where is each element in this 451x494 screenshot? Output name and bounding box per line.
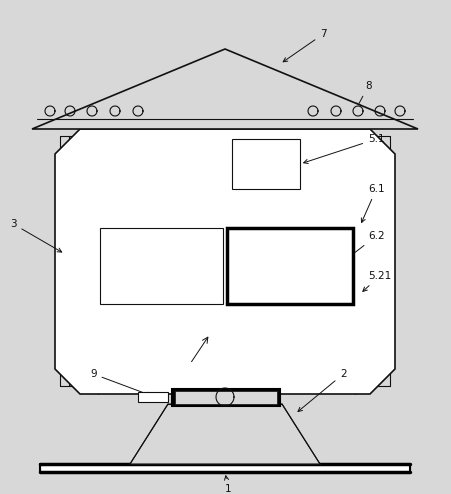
Bar: [232, 139, 300, 189]
Text: 6.1: 6.1: [361, 184, 385, 222]
Text: 6.2: 6.2: [343, 231, 385, 262]
Text: 9: 9: [90, 369, 152, 396]
Polygon shape: [32, 49, 418, 129]
Bar: [175, 391, 277, 404]
Text: 5.21: 5.21: [363, 271, 391, 291]
Bar: [138, 392, 168, 402]
Polygon shape: [55, 129, 395, 394]
Bar: [100, 228, 223, 304]
Text: 8: 8: [357, 81, 372, 108]
Text: 7: 7: [283, 29, 327, 62]
Text: 5.1: 5.1: [304, 134, 385, 164]
Bar: [172, 389, 280, 406]
Bar: [227, 228, 353, 304]
Text: 1: 1: [225, 476, 232, 494]
Text: 2: 2: [298, 369, 347, 412]
Polygon shape: [40, 464, 410, 472]
Polygon shape: [130, 404, 320, 464]
Text: 3: 3: [10, 219, 62, 252]
